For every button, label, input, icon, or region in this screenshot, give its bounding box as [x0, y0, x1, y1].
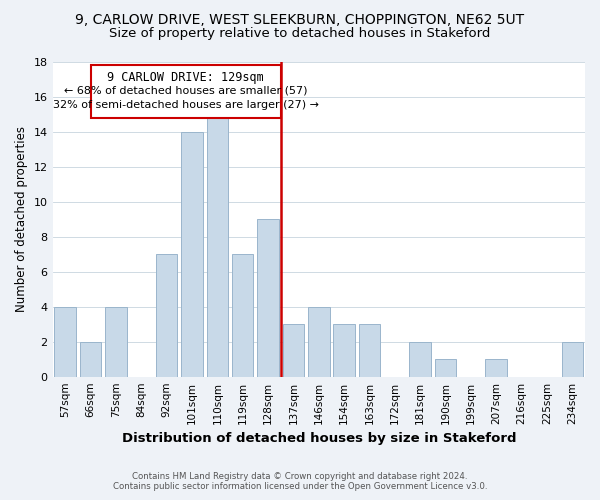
- Bar: [359, 324, 380, 376]
- Bar: [308, 306, 329, 376]
- Text: Contains HM Land Registry data © Crown copyright and database right 2024.
Contai: Contains HM Land Registry data © Crown c…: [113, 472, 487, 491]
- Text: ← 68% of detached houses are smaller (57): ← 68% of detached houses are smaller (57…: [64, 85, 307, 95]
- Bar: [257, 219, 279, 376]
- Bar: [409, 342, 431, 376]
- Bar: [80, 342, 101, 376]
- Bar: [156, 254, 178, 376]
- Y-axis label: Number of detached properties: Number of detached properties: [15, 126, 28, 312]
- Bar: [283, 324, 304, 376]
- Bar: [55, 306, 76, 376]
- Bar: [105, 306, 127, 376]
- Bar: [435, 359, 457, 376]
- FancyBboxPatch shape: [91, 65, 281, 118]
- Text: 32% of semi-detached houses are larger (27) →: 32% of semi-detached houses are larger (…: [53, 100, 319, 110]
- Bar: [562, 342, 583, 376]
- X-axis label: Distribution of detached houses by size in Stakeford: Distribution of detached houses by size …: [122, 432, 516, 445]
- Text: 9 CARLOW DRIVE: 129sqm: 9 CARLOW DRIVE: 129sqm: [107, 71, 264, 84]
- Bar: [485, 359, 507, 376]
- Bar: [206, 114, 228, 376]
- Bar: [232, 254, 253, 376]
- Text: Size of property relative to detached houses in Stakeford: Size of property relative to detached ho…: [109, 28, 491, 40]
- Text: 9, CARLOW DRIVE, WEST SLEEKBURN, CHOPPINGTON, NE62 5UT: 9, CARLOW DRIVE, WEST SLEEKBURN, CHOPPIN…: [76, 12, 524, 26]
- Bar: [181, 132, 203, 376]
- Bar: [334, 324, 355, 376]
